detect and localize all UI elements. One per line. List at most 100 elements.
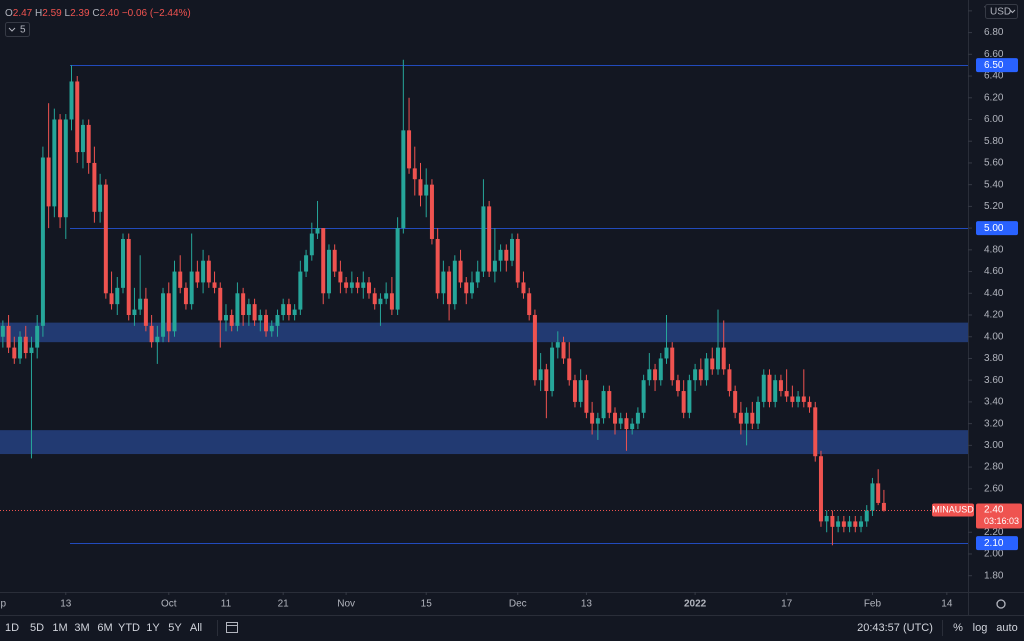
candle-body <box>115 287 120 305</box>
candle-body <box>830 515 835 527</box>
range-button[interactable]: 1D <box>5 622 19 634</box>
range-button[interactable]: 5D <box>30 622 44 634</box>
candle-body <box>613 412 618 424</box>
range-button[interactable]: 6M <box>97 622 112 634</box>
candle-body <box>447 271 452 305</box>
candle-body <box>590 412 595 424</box>
range-button[interactable]: 1M <box>52 622 67 634</box>
range-button[interactable]: 1Y <box>146 622 160 634</box>
candle-body <box>132 309 137 316</box>
candle-body <box>693 369 698 381</box>
candle-body <box>275 315 280 326</box>
candle-body <box>481 206 486 272</box>
y-tick-label: 5.40 <box>984 179 1004 190</box>
calendar-icon[interactable] <box>226 622 238 633</box>
zone <box>0 430 968 455</box>
candle-body <box>698 369 703 381</box>
candle-body <box>315 228 320 234</box>
candle-body <box>395 228 400 310</box>
candle-body <box>86 124 91 163</box>
x-tick-label: 14 <box>941 599 953 610</box>
settings-icon[interactable] <box>996 599 1006 609</box>
candle-body <box>664 347 669 359</box>
candle-body <box>367 282 372 294</box>
ohlc-legend: O2.47 H2.59 L2.39 C2.40 −0.06 (−2.44%) <box>5 8 191 19</box>
candle-body <box>641 380 646 413</box>
candle-body <box>836 521 841 527</box>
candle-body <box>670 347 675 381</box>
candle-body <box>229 315 234 326</box>
chevron-icon <box>1009 9 1016 14</box>
candle-body <box>756 401 761 424</box>
y-tick-label: 3.80 <box>984 353 1004 364</box>
range-button[interactable]: 3M <box>74 622 89 634</box>
candle-body <box>435 238 440 294</box>
candle-body <box>121 238 126 288</box>
candle-body <box>12 347 17 359</box>
candle-body <box>601 391 606 419</box>
candle-body <box>252 304 257 321</box>
candle-body <box>841 521 846 527</box>
candle-body <box>418 179 423 196</box>
candle-body <box>538 369 543 381</box>
y-tick-label: 6.40 <box>984 71 1004 82</box>
candle-body <box>172 271 177 332</box>
candle-body <box>595 418 600 424</box>
candle-body <box>309 233 314 256</box>
range-button[interactable]: 5Y <box>168 622 182 634</box>
y-tick-label: 3.20 <box>984 418 1004 429</box>
candle-body <box>0 325 5 337</box>
candle-body <box>510 238 515 261</box>
candle-body <box>98 184 103 212</box>
candle-body <box>281 304 286 316</box>
y-tick-label: 6.60 <box>984 49 1004 60</box>
candle-body <box>332 249 337 272</box>
level-label: 6.50 <box>984 60 1004 71</box>
candle-body <box>6 325 11 348</box>
legend-label: O <box>5 8 13 19</box>
y-tick-label: 5.80 <box>984 136 1004 147</box>
candle-body <box>384 293 389 299</box>
candle-body <box>378 298 383 305</box>
legend-change: −0.06 (−2.44%) <box>122 8 191 19</box>
candle-body <box>46 157 51 207</box>
scale-option[interactable]: auto <box>996 622 1017 634</box>
candle-body <box>561 342 566 359</box>
legend-label: H <box>35 8 42 19</box>
countdown-label: 03:16:03 <box>984 516 1019 526</box>
y-tick-label: 2.80 <box>984 462 1004 473</box>
level-label: 2.10 <box>984 538 1004 549</box>
candle-body <box>721 347 726 370</box>
y-tick-label: 2.00 <box>984 549 1004 560</box>
candle-body <box>847 521 852 527</box>
candle-body <box>286 304 291 316</box>
plot-area <box>0 59 968 546</box>
y-tick-label: 6.80 <box>984 27 1004 38</box>
candle-body <box>292 309 297 316</box>
candle-body <box>618 418 623 424</box>
indicator-button[interactable] <box>5 22 30 37</box>
chevron-icon <box>8 27 16 32</box>
x-tick-label: Sep <box>0 599 6 610</box>
legend-label: C <box>92 8 99 19</box>
candle-body <box>412 168 417 180</box>
candle-body <box>687 380 692 413</box>
candle-body <box>572 380 577 402</box>
candle-body <box>218 287 223 321</box>
legend-value: 2.40 <box>100 8 120 19</box>
candle-body <box>178 271 183 288</box>
candle-body <box>624 418 629 430</box>
price-label: 2.40 <box>984 505 1004 516</box>
scale-option[interactable]: % <box>953 622 963 634</box>
candle-body <box>653 369 658 381</box>
y-tick-label: 2.60 <box>984 483 1004 494</box>
candle-body <box>126 238 131 316</box>
currency-button[interactable] <box>985 4 1018 19</box>
candle-body <box>630 423 635 430</box>
candle-body <box>773 380 778 402</box>
y-tick-label: 3.40 <box>984 397 1004 408</box>
scale-option[interactable]: log <box>973 622 988 634</box>
candle-body <box>801 396 806 402</box>
range-button[interactable]: All <box>190 622 202 634</box>
range-button[interactable]: YTD <box>118 622 140 634</box>
